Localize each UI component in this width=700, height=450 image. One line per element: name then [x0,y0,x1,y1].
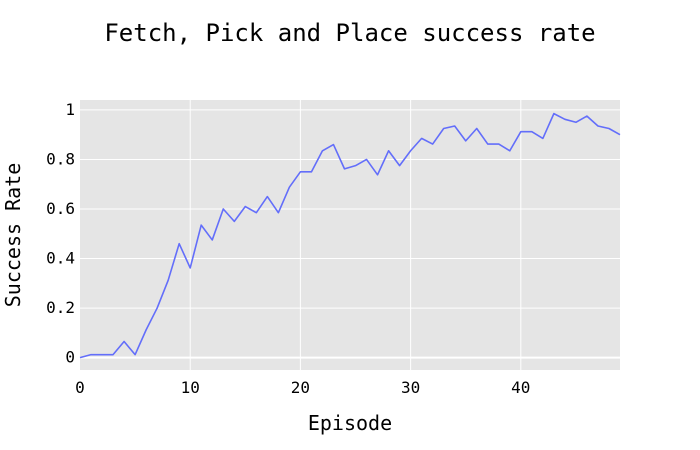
data-point[interactable] [441,125,447,131]
data-point[interactable] [551,111,557,117]
data-point[interactable] [154,305,160,311]
x-tick-label: 40 [511,378,530,397]
data-point[interactable] [408,148,414,154]
data-point[interactable] [165,277,171,283]
data-point[interactable] [617,132,623,138]
data-point[interactable] [121,339,127,345]
grid-lines [80,100,620,370]
series-line [79,112,621,359]
data-point[interactable] [562,116,568,122]
data-point[interactable] [187,265,193,271]
data-point[interactable] [110,352,116,358]
data-point[interactable] [353,163,359,169]
x-axis-title: Episode [308,411,392,435]
data-point[interactable] [540,135,546,141]
data-point[interactable] [220,206,226,212]
data-point[interactable] [341,166,347,172]
y-tick-label: 1 [65,100,75,119]
data-point[interactable] [77,355,83,361]
chart-title: Fetch, Pick and Place success rate [104,19,595,47]
data-point[interactable] [286,184,292,190]
x-tick-label: 20 [291,378,310,397]
data-point[interactable] [430,141,436,147]
data-point[interactable] [275,210,281,216]
x-axis-ticks: 0 10 20 30 40 [75,378,530,397]
y-axis-ticks: 0 0.2 0.4 0.6 0.8 1 [46,100,75,367]
y-tick-label: 0.6 [46,199,75,218]
data-point[interactable] [198,222,204,228]
data-point[interactable] [308,169,314,175]
data-point[interactable] [518,129,524,135]
data-point[interactable] [463,138,469,144]
data-point[interactable] [132,352,138,358]
plot-area [80,100,620,370]
data-point[interactable] [364,156,370,162]
data-point[interactable] [507,148,513,154]
data-point[interactable] [231,218,237,224]
data-point[interactable] [595,123,601,129]
x-tick-label: 10 [181,378,200,397]
data-point[interactable] [573,119,579,125]
data-point[interactable] [330,142,336,148]
data-point[interactable] [242,204,248,210]
data-point[interactable] [606,125,612,131]
data-point[interactable] [419,135,425,141]
data-point[interactable] [474,125,480,131]
data-point[interactable] [209,237,215,243]
data-point[interactable] [143,327,149,333]
data-point[interactable] [297,169,303,175]
data-point[interactable] [485,141,491,147]
data-point[interactable] [496,141,502,147]
data-point[interactable] [99,352,105,358]
x-tick-label: 30 [401,378,420,397]
data-point[interactable] [88,352,94,358]
x-tick-label: 0 [75,378,85,397]
data-point[interactable] [452,123,458,129]
y-tick-label: 0 [65,348,75,367]
data-point[interactable] [176,241,182,247]
series-layer [77,111,623,361]
y-tick-label: 0.4 [46,249,75,268]
data-point[interactable] [253,210,259,216]
y-axis-title: Success Rate [1,163,25,308]
data-point[interactable] [529,129,535,135]
data-point[interactable] [264,194,270,200]
data-point[interactable] [319,148,325,154]
data-point[interactable] [386,148,392,154]
data-point[interactable] [584,113,590,119]
y-tick-label: 0.2 [46,298,75,317]
data-point[interactable] [375,172,381,178]
y-tick-label: 0.8 [46,149,75,168]
data-point[interactable] [397,163,403,169]
